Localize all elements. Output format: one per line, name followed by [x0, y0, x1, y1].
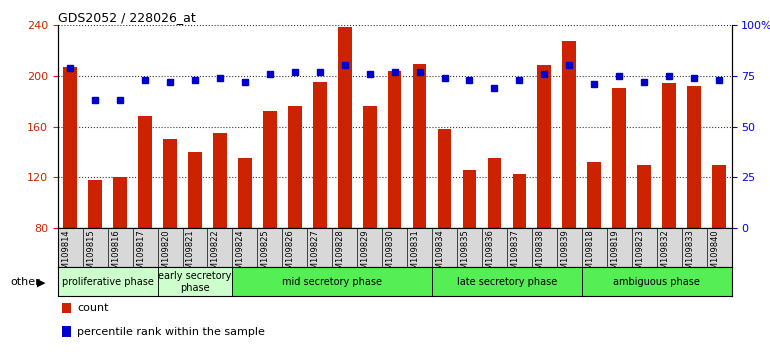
Bar: [687, 86, 701, 228]
Text: GSM109834: GSM109834: [436, 229, 444, 280]
Text: GSM109819: GSM109819: [610, 229, 619, 280]
Text: GSM109835: GSM109835: [460, 229, 470, 280]
Bar: [139, 116, 152, 228]
Bar: [588, 162, 601, 228]
Bar: [638, 165, 651, 228]
Bar: [363, 106, 377, 228]
Text: late secretory phase: late secretory phase: [457, 277, 557, 287]
Text: ▶: ▶: [37, 278, 45, 287]
Text: early secretory
phase: early secretory phase: [159, 271, 232, 293]
Text: GSM109837: GSM109837: [511, 229, 520, 280]
Bar: [113, 177, 127, 228]
Text: percentile rank within the sample: percentile rank within the sample: [77, 327, 265, 337]
Text: other: other: [10, 278, 40, 287]
Text: GSM109829: GSM109829: [360, 229, 370, 280]
Bar: [263, 111, 276, 228]
Text: GSM109820: GSM109820: [161, 229, 170, 280]
Bar: [388, 70, 401, 228]
Text: GSM109828: GSM109828: [336, 229, 345, 280]
Bar: [163, 139, 177, 228]
Bar: [338, 27, 352, 228]
Text: GSM109817: GSM109817: [136, 229, 145, 280]
Text: mid secretory phase: mid secretory phase: [283, 277, 382, 287]
Text: GSM109826: GSM109826: [286, 229, 295, 280]
Bar: [432, 267, 582, 296]
Bar: [413, 64, 427, 228]
Bar: [562, 41, 576, 228]
Bar: [89, 180, 102, 228]
Bar: [487, 158, 501, 228]
Bar: [582, 267, 732, 296]
Text: GSM109833: GSM109833: [685, 229, 694, 280]
Bar: [463, 170, 477, 228]
Bar: [63, 67, 77, 228]
Text: GSM109824: GSM109824: [236, 229, 245, 280]
Text: GSM109830: GSM109830: [386, 229, 394, 280]
Text: GSM109832: GSM109832: [660, 229, 669, 280]
Bar: [238, 158, 252, 228]
Bar: [662, 83, 676, 228]
Text: count: count: [77, 303, 109, 313]
Bar: [213, 133, 227, 228]
Text: GSM109825: GSM109825: [261, 229, 270, 280]
Bar: [288, 106, 302, 228]
Text: GSM109831: GSM109831: [410, 229, 420, 280]
Bar: [58, 267, 158, 296]
Bar: [537, 65, 551, 228]
Bar: [188, 152, 202, 228]
Text: GSM109818: GSM109818: [585, 229, 594, 280]
Text: GSM109814: GSM109814: [62, 229, 70, 280]
Bar: [313, 82, 326, 228]
Text: GSM109827: GSM109827: [311, 229, 320, 280]
Bar: [513, 173, 526, 228]
Text: GSM109823: GSM109823: [635, 229, 644, 280]
Bar: [233, 267, 432, 296]
Text: GSM109822: GSM109822: [211, 229, 220, 280]
Bar: [612, 88, 626, 228]
Bar: [437, 129, 451, 228]
Text: GSM109821: GSM109821: [186, 229, 195, 280]
Text: GSM109838: GSM109838: [535, 229, 544, 280]
Bar: [158, 267, 233, 296]
Text: proliferative phase: proliferative phase: [62, 277, 153, 287]
Text: GSM109836: GSM109836: [485, 229, 494, 280]
Text: GSM109815: GSM109815: [86, 229, 95, 280]
Text: ambiguous phase: ambiguous phase: [613, 277, 700, 287]
Bar: [712, 165, 726, 228]
Text: GSM109816: GSM109816: [111, 229, 120, 280]
Text: GSM109839: GSM109839: [561, 229, 569, 280]
Text: GDS2052 / 228026_at: GDS2052 / 228026_at: [58, 11, 196, 24]
Text: GSM109840: GSM109840: [710, 229, 719, 280]
